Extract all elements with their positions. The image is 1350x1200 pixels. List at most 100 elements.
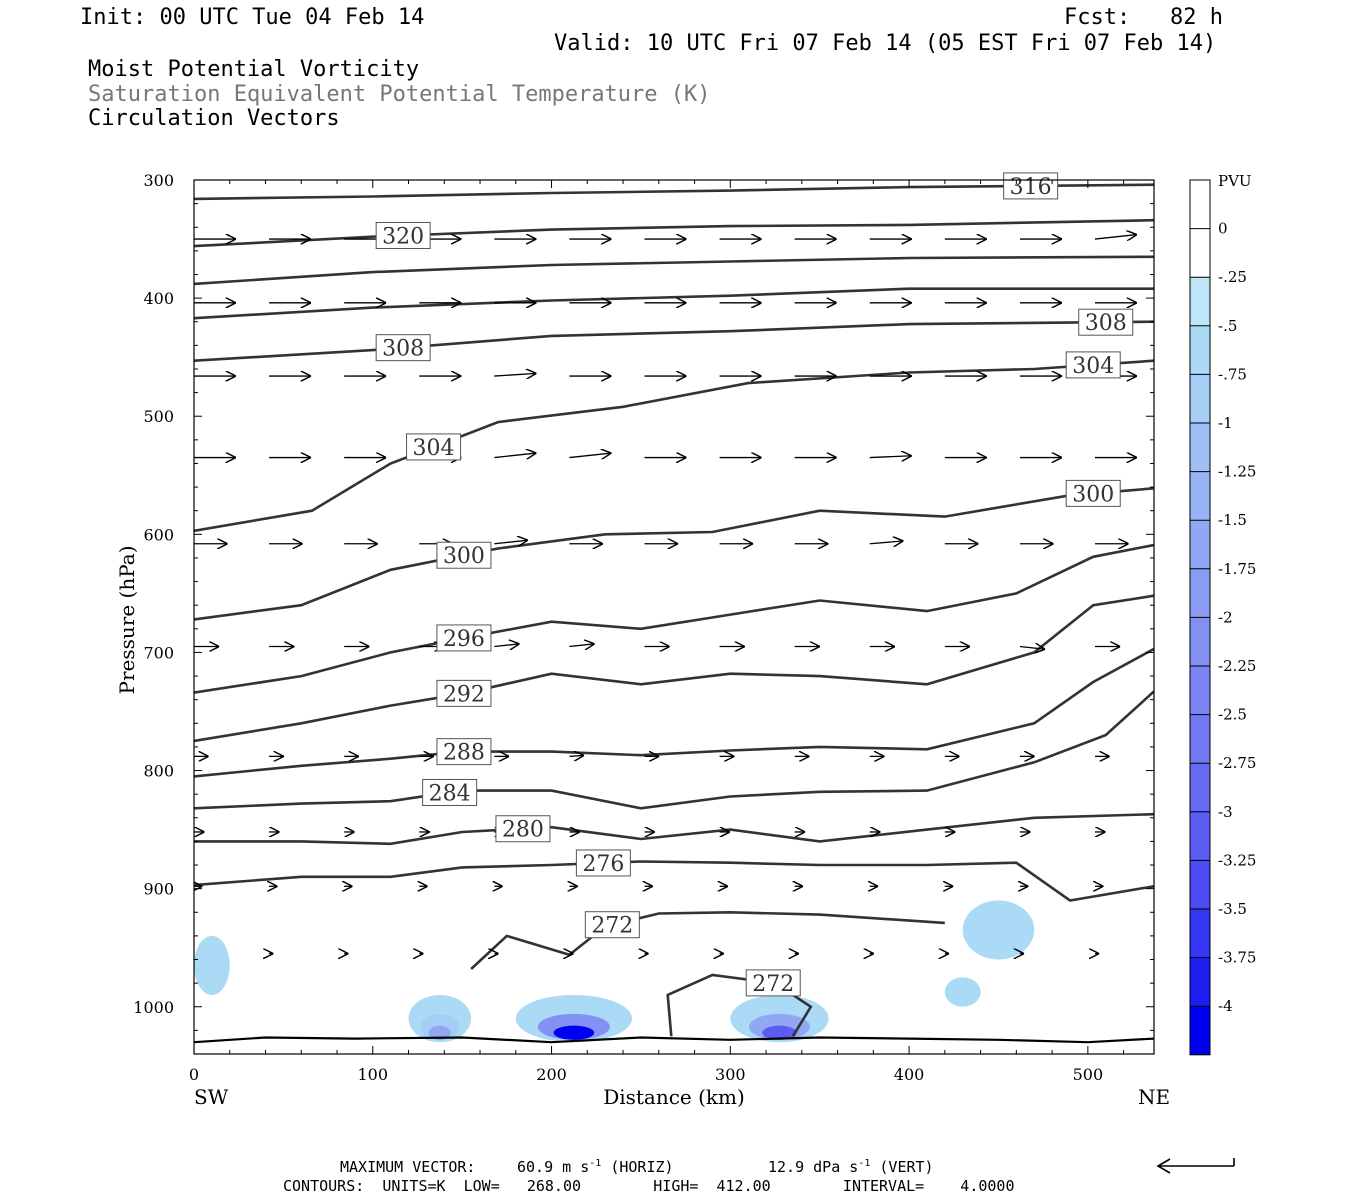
colorbar-swatch bbox=[1190, 811, 1210, 861]
contour-label-320: 320 bbox=[382, 224, 424, 249]
colorbar: PVU 0 -.25 -.5 -.75 -1 -1.25 -1.5 -1.75 -2 -2.25 -2… bbox=[1189, 172, 1256, 1056]
theta-es-contour-320 bbox=[194, 218, 1154, 248]
colorbar-swatch bbox=[1190, 666, 1210, 715]
x-axis-title: Distance (km) bbox=[603, 1085, 745, 1109]
contour-label-316: 316 bbox=[1010, 175, 1052, 200]
init-time: Init: 00 UTC Tue 04 Feb 14 bbox=[80, 5, 425, 30]
contour-label-300: 300 bbox=[1072, 482, 1114, 507]
circulation-vector bbox=[569, 755, 584, 756]
colorbar-swatch bbox=[1190, 374, 1210, 423]
contour-label-276: 276 bbox=[582, 852, 624, 877]
contour-label-284: 284 bbox=[429, 781, 471, 806]
x-right-label: NE bbox=[1138, 1085, 1170, 1109]
theta-es-contour-292 bbox=[194, 594, 1154, 743]
contour-label-300: 300 bbox=[443, 544, 485, 569]
circulation-vector bbox=[1019, 647, 1045, 650]
theta-es-contour-280 bbox=[194, 812, 1154, 846]
theta-es-contour-layer bbox=[194, 183, 1154, 1044]
circulation-vector bbox=[494, 373, 536, 376]
colorbar-label: -3.5 bbox=[1218, 900, 1247, 918]
colorbar-label: -2 bbox=[1218, 608, 1233, 626]
contour-label-box bbox=[745, 969, 801, 997]
colorbar-label: -2.25 bbox=[1218, 657, 1256, 675]
colorbar-label: -2.5 bbox=[1218, 706, 1247, 724]
mpv-shading-layer bbox=[194, 900, 1035, 1043]
field-title-theta-es: Saturation Equivalent Potential Temperat… bbox=[88, 82, 711, 107]
colorbar-swatch bbox=[1190, 471, 1210, 521]
contour-label-280: 280 bbox=[502, 818, 544, 843]
contour-label-272: 272 bbox=[591, 914, 633, 939]
colorbar-swatch bbox=[1190, 325, 1210, 375]
contour-label-box bbox=[584, 911, 640, 939]
colorbar-swatch bbox=[1190, 423, 1210, 472]
colorbar-label: -.25 bbox=[1218, 268, 1247, 286]
x-tick-label: 100 bbox=[357, 1065, 388, 1084]
circulation-vector bbox=[569, 644, 594, 647]
theta-es-contour-272 bbox=[666, 973, 813, 1037]
mpv-shade-outer bbox=[944, 977, 981, 1007]
theta-es-contour-300 bbox=[194, 487, 1154, 621]
contour-label-box bbox=[1078, 308, 1134, 336]
y-tick-label: 700 bbox=[143, 643, 174, 662]
theta-es-contour-316 bbox=[194, 255, 1154, 286]
contour-label-layer: 316 320 308 308 304 304 300 300 296 292 288 284 280 2… bbox=[375, 172, 1134, 997]
contour-label-box bbox=[436, 624, 492, 652]
contour-label-box bbox=[375, 221, 431, 249]
y-tick-label: 900 bbox=[143, 880, 174, 899]
contour-label-296: 296 bbox=[443, 627, 485, 652]
contour-label-308: 308 bbox=[1085, 311, 1127, 336]
circulation-vector bbox=[869, 456, 912, 458]
y-tick-label: 600 bbox=[143, 525, 174, 544]
colorbar-swatch bbox=[1190, 180, 1210, 229]
colorbar-swatch bbox=[1190, 763, 1210, 812]
contour-label-box bbox=[1065, 351, 1121, 379]
theta-es-contour-296 bbox=[194, 543, 1154, 694]
exponent: -1 bbox=[858, 1158, 871, 1169]
x-left-label: SW bbox=[194, 1085, 229, 1109]
field-title-vectors: Circulation Vectors bbox=[88, 106, 340, 131]
contour-label-288: 288 bbox=[443, 741, 485, 766]
colorbar-title: PVU bbox=[1218, 172, 1252, 190]
contour-label-box bbox=[1065, 479, 1121, 507]
theta-es-contour-312 bbox=[194, 287, 1154, 320]
colorbar-swatch bbox=[1190, 714, 1210, 764]
contour-label-304: 304 bbox=[413, 436, 455, 461]
circulation-vector bbox=[569, 453, 611, 458]
circulation-vector bbox=[869, 541, 904, 544]
mpv-shade-outer bbox=[962, 900, 1035, 960]
colorbar-label: -3 bbox=[1218, 803, 1233, 821]
y-tick-label: 400 bbox=[143, 289, 174, 308]
theta-es-contour-284 bbox=[194, 690, 1154, 810]
colorbar-swatch bbox=[1190, 1006, 1210, 1055]
contour-label-box bbox=[495, 815, 551, 843]
y-tick-label: 1000 bbox=[133, 998, 174, 1017]
contour-label-box bbox=[436, 679, 492, 707]
colorbar-swatch bbox=[1190, 277, 1210, 326]
colorbar-label: -1.75 bbox=[1218, 560, 1256, 578]
colorbar-label: -3.25 bbox=[1218, 851, 1256, 869]
forecast-hour: Fcst: 82 h bbox=[1064, 5, 1223, 30]
colorbar-swatch bbox=[1190, 909, 1210, 958]
theta-es-contour-272 bbox=[470, 910, 945, 970]
contour-label-box bbox=[436, 541, 492, 569]
circulation-vector bbox=[494, 644, 519, 647]
x-tick-label: 300 bbox=[715, 1065, 746, 1084]
colorbar-label: -1.25 bbox=[1218, 463, 1256, 481]
x-tick-label: 200 bbox=[536, 1065, 567, 1084]
contour-label-box bbox=[375, 334, 431, 362]
theta-es-contour-276 bbox=[194, 860, 1154, 902]
colorbar-label: -3.75 bbox=[1218, 949, 1256, 967]
x-tick-label: 0 bbox=[189, 1065, 199, 1084]
contour-label-box bbox=[406, 433, 462, 461]
colorbar-label: -1.5 bbox=[1218, 511, 1247, 529]
axis-layer: 0 100 200 300 400 500 300 400 500 600 700 800 900 100… bbox=[133, 171, 1154, 1084]
max-vector-vert: 12.9 dPa s-1 (VERT) bbox=[768, 1158, 934, 1176]
max-vector-label: MAXIMUM VECTOR: bbox=[340, 1158, 476, 1176]
valid-time: Valid: 10 UTC Fri 07 Feb 14 (05 EST Fri … bbox=[554, 31, 1217, 56]
contour-label-box bbox=[422, 778, 478, 806]
contour-info: CONTOURS: UNITS=K LOW= 268.00 HIGH= 412.… bbox=[283, 1177, 1015, 1195]
field-title-mpv: Moist Potential Vorticity bbox=[88, 57, 420, 82]
reference-vector-arrow bbox=[1156, 1158, 1235, 1174]
colorbar-swatch bbox=[1190, 568, 1210, 618]
contour-label-304: 304 bbox=[1072, 354, 1114, 379]
